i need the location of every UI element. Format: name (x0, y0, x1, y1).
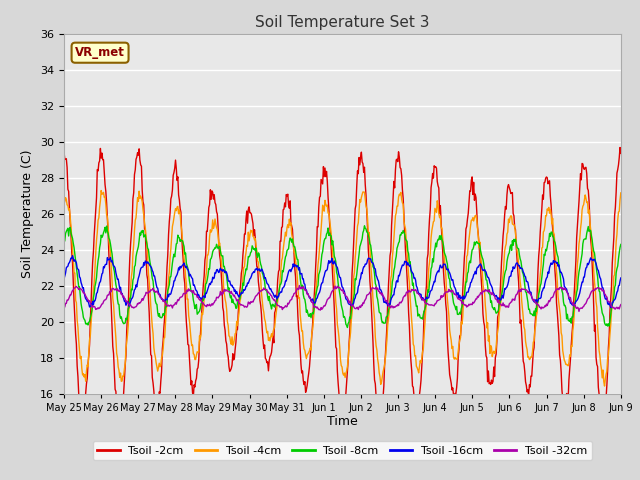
Tsoil -32cm (60, 304, 68, 310)
Tsoil -2cm (411, 400, 419, 406)
Y-axis label: Soil Temperature (C): Soil Temperature (C) (22, 149, 35, 278)
Tsoil -2cm (214, 225, 222, 230)
Tsoil -8cm (70, 245, 78, 251)
Tsoil -2cm (60, 149, 68, 155)
Line: Tsoil -16cm: Tsoil -16cm (64, 255, 621, 307)
Tsoil -16cm (607, 304, 614, 310)
Tsoil -8cm (412, 299, 419, 304)
Tsoil -8cm (617, 241, 625, 247)
Text: VR_met: VR_met (75, 46, 125, 59)
Tsoil -16cm (128, 295, 136, 301)
Line: Tsoil -32cm: Tsoil -32cm (64, 286, 621, 312)
Tsoil -2cm (128, 220, 136, 226)
Tsoil -32cm (575, 309, 583, 314)
Tsoil -8cm (360, 223, 368, 228)
Tsoil -2cm (116, 421, 124, 427)
Title: Soil Temperature Set 3: Soil Temperature Set 3 (255, 15, 429, 30)
Tsoil -4cm (617, 190, 625, 196)
Tsoil -32cm (70, 286, 78, 291)
Tsoil -4cm (128, 268, 136, 274)
Tsoil -16cm (60, 276, 68, 282)
Tsoil -32cm (617, 302, 625, 308)
Tsoil -16cm (68, 252, 76, 258)
Tsoil -16cm (617, 275, 625, 281)
Tsoil -2cm (428, 185, 435, 191)
Tsoil -4cm (97, 188, 105, 193)
Tsoil -16cm (185, 269, 193, 275)
Tsoil -2cm (70, 300, 78, 305)
Tsoil -8cm (428, 264, 436, 270)
Tsoil -32cm (428, 302, 435, 308)
Tsoil -32cm (214, 294, 221, 300)
Tsoil -8cm (127, 287, 135, 292)
Tsoil -2cm (616, 144, 624, 150)
Tsoil -4cm (185, 313, 193, 319)
Tsoil -16cm (71, 257, 79, 263)
Tsoil -2cm (617, 150, 625, 156)
Tsoil -8cm (344, 324, 351, 330)
Line: Tsoil -2cm: Tsoil -2cm (64, 147, 621, 424)
Tsoil -16cm (214, 269, 222, 275)
Tsoil -16cm (428, 288, 435, 293)
Tsoil -2cm (185, 342, 193, 348)
Tsoil -32cm (296, 283, 303, 288)
Tsoil -32cm (127, 304, 135, 310)
Line: Tsoil -4cm: Tsoil -4cm (64, 191, 621, 386)
X-axis label: Time: Time (327, 415, 358, 429)
Tsoil -4cm (214, 233, 222, 239)
Legend: Tsoil -2cm, Tsoil -4cm, Tsoil -8cm, Tsoil -16cm, Tsoil -32cm: Tsoil -2cm, Tsoil -4cm, Tsoil -8cm, Tsoi… (93, 441, 592, 460)
Tsoil -32cm (411, 288, 419, 294)
Tsoil -32cm (184, 288, 192, 294)
Line: Tsoil -8cm: Tsoil -8cm (64, 226, 621, 327)
Tsoil -8cm (184, 265, 192, 271)
Tsoil -4cm (411, 353, 419, 359)
Tsoil -16cm (411, 275, 419, 281)
Tsoil -4cm (428, 235, 435, 241)
Tsoil -8cm (214, 244, 221, 250)
Tsoil -4cm (60, 201, 68, 207)
Tsoil -8cm (60, 240, 68, 245)
Tsoil -4cm (70, 270, 78, 276)
Tsoil -4cm (601, 383, 609, 389)
